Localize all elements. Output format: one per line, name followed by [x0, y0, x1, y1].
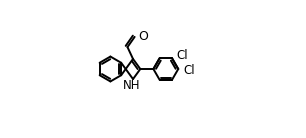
- Text: Cl: Cl: [183, 64, 195, 77]
- Text: O: O: [139, 30, 148, 43]
- Text: NH: NH: [123, 79, 140, 92]
- Text: Cl: Cl: [177, 49, 188, 62]
